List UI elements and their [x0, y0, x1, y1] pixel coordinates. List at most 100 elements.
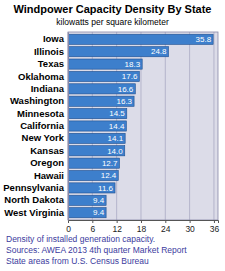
data-label: 16.6 — [118, 85, 134, 94]
data-label: 9.4 — [93, 196, 105, 205]
category-label: California — [20, 120, 65, 131]
y-tick: Washington — [10, 95, 68, 106]
bar — [68, 146, 125, 156]
footnote: State areas from U.S. Census Bureau — [6, 256, 149, 266]
plot-frame — [68, 32, 218, 220]
y-tick: North Dakota — [4, 194, 68, 205]
x-tick-label: 18 — [137, 224, 147, 234]
data-label: 12.4 — [101, 171, 117, 180]
x-tick-label: 36 — [210, 224, 220, 234]
y-tick: Illinois — [34, 46, 68, 57]
grid-line — [213, 32, 214, 220]
category-label: Indiana — [31, 83, 65, 94]
data-label: 14.4 — [109, 122, 125, 131]
bars — [68, 34, 213, 218]
bar — [68, 34, 213, 44]
data-label: 24.8 — [151, 47, 167, 56]
y-tick: New York — [22, 132, 68, 143]
y-axis: Iowa IllinoisTexas OklahomaIndianaWashingt… — [3, 33, 68, 221]
category-label: Washington — [10, 95, 64, 106]
category-label: Oregon — [30, 157, 64, 168]
y-tick: West Virginia — [4, 207, 68, 218]
data-label: 12.7 — [102, 159, 118, 168]
x-tick: 30 — [185, 220, 195, 234]
category-label: New York — [22, 132, 65, 143]
y-tick: Pennsylvania — [3, 182, 68, 193]
category-label: Pennsylvania — [3, 182, 64, 193]
y-tick: Kansas — [30, 145, 68, 156]
bar — [68, 158, 119, 168]
data-label: 14.5 — [109, 109, 125, 118]
grid-line — [189, 32, 190, 220]
category-label: Minnesota — [17, 108, 65, 119]
x-tick: 18 — [137, 220, 147, 234]
data-label: 17.6 — [122, 72, 138, 81]
y-tick: California — [20, 120, 68, 131]
bar — [68, 71, 139, 81]
category-label: West Virginia — [4, 207, 65, 218]
category-label: Illinois — [34, 46, 64, 57]
bar — [68, 170, 118, 180]
data-label: 9.4 — [93, 208, 105, 217]
x-tick-mark — [141, 220, 142, 223]
footnotes: Density of installed generation capacity… — [6, 234, 187, 266]
y-tick: Texas — [38, 58, 68, 69]
bar — [68, 195, 106, 205]
bar — [68, 59, 142, 69]
category-label: Oklahoma — [18, 71, 65, 82]
x-tick: 0 — [66, 220, 71, 234]
y-tick: Indiana — [31, 83, 68, 94]
bar — [68, 121, 126, 131]
chart: Windpower Capacity Density By State kilow… — [0, 0, 225, 271]
data-label: 14.1 — [108, 134, 124, 143]
category-label: Texas — [38, 58, 64, 69]
data-label: 35.8 — [196, 35, 212, 44]
y-tick: Minnesota — [17, 108, 68, 119]
footnote: Density of installed generation capacity… — [6, 234, 155, 244]
bar — [68, 84, 135, 94]
x-tick: 24 — [161, 220, 171, 234]
bar — [68, 133, 125, 143]
bar — [68, 208, 106, 218]
data-labels: 35.8 24.8 18.3 17.6 16.6 16.3 14.5 14.4 14.1 14.0… — [93, 35, 212, 217]
bar — [68, 96, 134, 106]
x-tick-label: 24 — [161, 224, 171, 234]
x-tick-mark — [214, 220, 215, 223]
grid — [68, 32, 214, 220]
subtitle: kilowatts per square kilometer — [56, 17, 169, 27]
bar — [68, 47, 169, 57]
x-tick-mark — [92, 220, 93, 223]
x-tick: 12 — [112, 220, 122, 234]
y-tick: Iowa — [43, 33, 68, 44]
category-label: Kansas — [30, 145, 64, 156]
bar — [68, 109, 127, 119]
category-label: North Dakota — [4, 194, 64, 205]
footnote: Sources: AWEA 2013 4th quarter Market Re… — [6, 245, 187, 255]
x-axis: 0 6 12 18 24 30 36 — [66, 220, 219, 234]
x-tick-label: 6 — [90, 224, 95, 234]
category-label: Hawaii — [34, 170, 64, 181]
x-tick: 36 — [210, 220, 220, 234]
y-axis-line — [68, 33, 69, 221]
bar — [68, 183, 115, 193]
grid-line — [165, 32, 166, 220]
x-tick-label: 0 — [66, 224, 71, 234]
title: Windpower Capacity Density By State — [14, 3, 212, 15]
plot: 35.8 24.8 18.3 17.6 16.6 16.3 14.5 14.4 14.1 14.0… — [3, 32, 219, 234]
x-tick-mark — [117, 220, 118, 223]
data-label: 11.6 — [98, 184, 114, 193]
plot-background — [68, 32, 218, 220]
data-label: 16.3 — [117, 97, 133, 106]
data-label: 18.3 — [125, 60, 141, 69]
x-tick-label: 12 — [112, 224, 122, 234]
x-axis-line — [69, 221, 219, 224]
x-tick-label: 30 — [185, 224, 195, 234]
y-tick: Oregon — [30, 157, 68, 168]
x-tick: 6 — [90, 220, 95, 234]
data-label: 14.0 — [107, 147, 123, 156]
y-tick: Hawaii — [34, 170, 68, 181]
x-tick-mark — [190, 220, 191, 223]
y-tick: Oklahoma — [18, 71, 68, 82]
x-tick-mark — [165, 220, 166, 223]
category-label: Iowa — [43, 33, 65, 44]
